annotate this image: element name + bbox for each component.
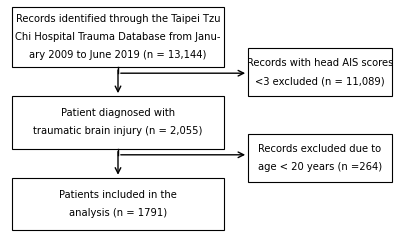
Text: ary 2009 to June 2019 (n = 13,144): ary 2009 to June 2019 (n = 13,144) (29, 50, 207, 60)
Text: traumatic brain injury (n = 2,055): traumatic brain injury (n = 2,055) (33, 126, 203, 136)
FancyBboxPatch shape (248, 134, 392, 182)
Text: age < 20 years (n =264): age < 20 years (n =264) (258, 162, 382, 172)
Text: Chi Hospital Trauma Database from Janu-: Chi Hospital Trauma Database from Janu- (15, 32, 221, 42)
Text: analysis (n = 1791): analysis (n = 1791) (69, 208, 167, 218)
FancyBboxPatch shape (248, 48, 392, 96)
Text: Records with head AIS scores: Records with head AIS scores (247, 58, 393, 68)
FancyBboxPatch shape (12, 178, 224, 230)
Text: <3 excluded (n = 11,089): <3 excluded (n = 11,089) (255, 76, 385, 86)
Text: Patients included in the: Patients included in the (59, 190, 177, 200)
FancyBboxPatch shape (12, 7, 224, 67)
FancyBboxPatch shape (12, 96, 224, 149)
Text: Patient diagnosed with: Patient diagnosed with (61, 108, 175, 118)
Text: Records excluded due to: Records excluded due to (258, 144, 382, 154)
Text: Records identified through the Taipei Tzu: Records identified through the Taipei Tz… (16, 14, 220, 24)
